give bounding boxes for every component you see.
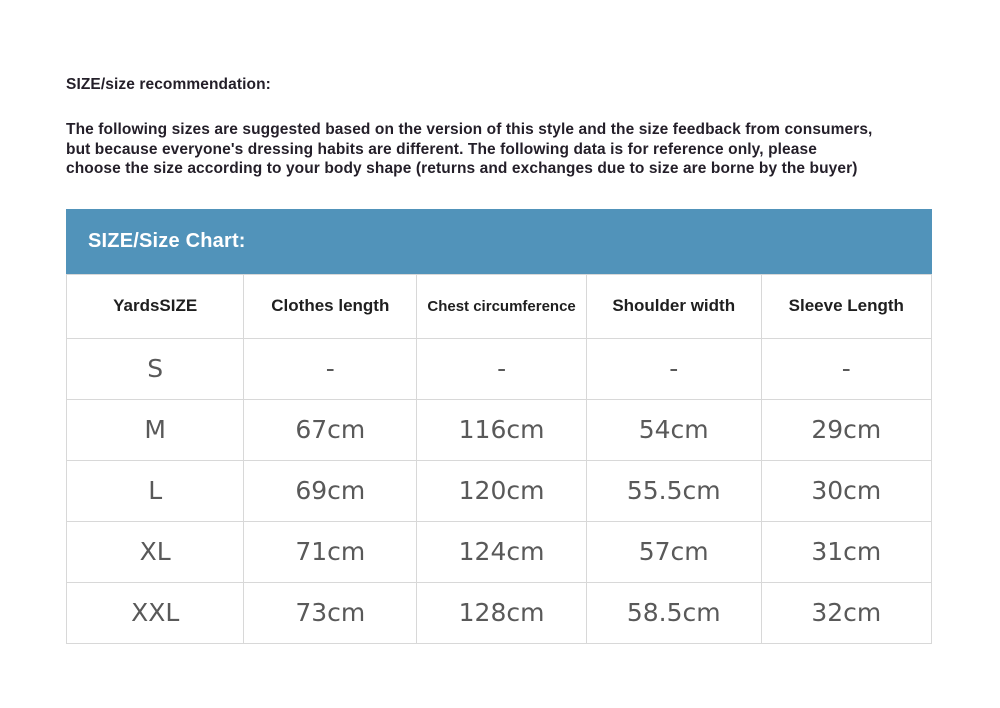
value-cell: 58.5cm: [585, 581, 762, 644]
size-cell: XL: [65, 520, 245, 583]
size-cell: S: [65, 337, 245, 400]
value-cell: 120cm: [416, 459, 587, 522]
value-cell: 71cm: [243, 520, 418, 583]
value-cell: 57cm: [585, 520, 762, 583]
table-row: XXL 73cm 128cm 58.5cm 32cm: [65, 581, 933, 644]
column-header-chest-circumference: Chest circumference: [416, 273, 587, 339]
value-cell: 30cm: [760, 459, 933, 522]
size-cell: M: [65, 398, 245, 461]
value-cell: 31cm: [760, 520, 933, 583]
value-cell: -: [416, 337, 587, 400]
value-cell: 54cm: [585, 398, 762, 461]
table-row: L 69cm 120cm 55.5cm 30cm: [65, 459, 933, 522]
value-cell: 67cm: [243, 398, 418, 461]
size-cell: L: [65, 459, 245, 522]
value-cell: 128cm: [416, 581, 587, 644]
paragraph-line-1: The following sizes are suggested based …: [66, 121, 873, 138]
column-header-clothes-length: Clothes length: [243, 273, 418, 339]
size-cell: XXL: [65, 581, 245, 644]
column-header-size: YardsSIZE: [65, 273, 245, 339]
column-header-sleeve-length: Sleeve Length: [760, 273, 933, 339]
value-cell: 55.5cm: [585, 459, 762, 522]
table-row: XL 71cm 124cm 57cm 31cm: [65, 520, 933, 583]
size-section: SIZE/size recommendation: The following …: [65, 0, 933, 644]
value-cell: 116cm: [416, 398, 587, 461]
value-cell: 69cm: [243, 459, 418, 522]
size-table-body: S - - - - M 67cm 116cm 54cm 29cm L 69cm 120cm 55.5cm 3…: [65, 337, 933, 644]
value-cell: -: [243, 337, 418, 400]
value-cell: 73cm: [243, 581, 418, 644]
paragraph-line-3: choose the size according to your body s…: [66, 160, 858, 177]
header-row: YardsSIZE Clothes length Chest circumfer…: [65, 273, 933, 339]
size-recommendation-heading: SIZE/size recommendation:: [66, 76, 271, 93]
value-cell: 29cm: [760, 398, 933, 461]
value-cell: -: [760, 337, 933, 400]
column-header-shoulder-width: Shoulder width: [585, 273, 762, 339]
size-chart-table: YardsSIZE Clothes length Chest circumfer…: [65, 273, 933, 644]
table-row: M 67cm 116cm 54cm 29cm: [65, 398, 933, 461]
value-cell: 32cm: [760, 581, 933, 644]
size-recommendation-paragraph: The following sizes are suggested based …: [66, 120, 932, 179]
size-table-header: YardsSIZE Clothes length Chest circumfer…: [65, 273, 933, 339]
size-chart-title: SIZE/Size Chart:: [88, 229, 246, 252]
table-row: S----: [65, 337, 933, 400]
paragraph-line-2: but because everyone's dressing habits a…: [66, 140, 817, 158]
value-cell: 124cm: [416, 520, 587, 583]
value-cell: -: [585, 337, 762, 400]
size-chart-title-bar: SIZE/Size Chart:: [66, 208, 932, 274]
